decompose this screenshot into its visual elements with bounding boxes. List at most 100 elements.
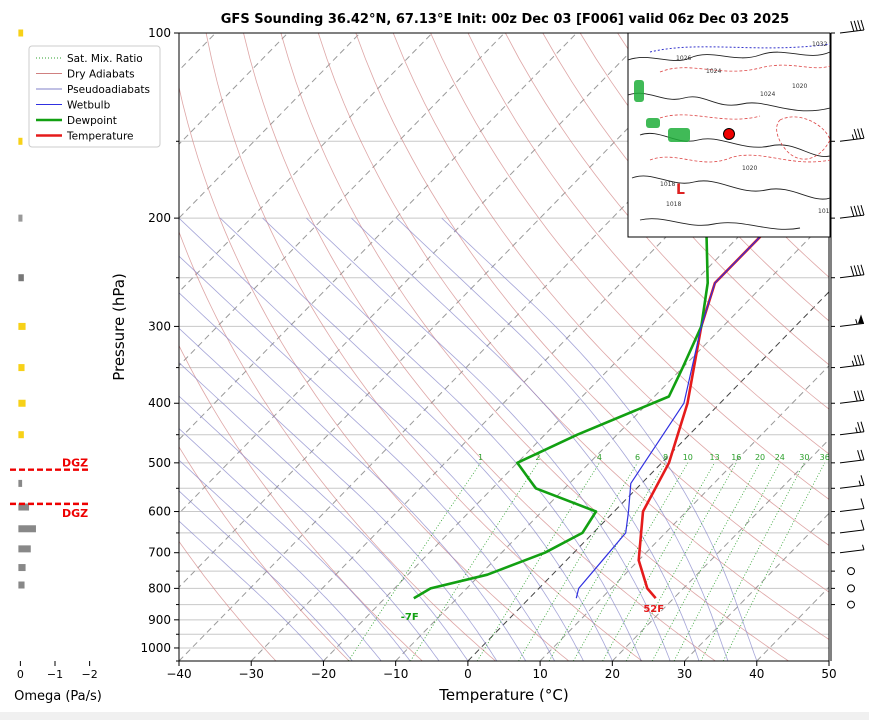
omega-bar: [18, 479, 23, 487]
pseudoadiabat-line: [179, 362, 469, 661]
wind-barb-staff: [839, 322, 865, 327]
calm-wind-circle: [847, 584, 855, 593]
inset-precip-area: [646, 118, 660, 128]
calm-wind-circle: [847, 567, 855, 576]
wind-barb-staff: [839, 484, 865, 489]
inset-isobar: [659, 64, 830, 73]
dry-adiabat-line: [205, 33, 643, 661]
pseudoadiabat-line: [179, 428, 411, 661]
wind-barb-staff: [839, 29, 865, 34]
x-tick-label: −20: [311, 667, 336, 681]
wind-barb-staff: [839, 431, 865, 436]
wind-barb-staff: [839, 459, 865, 464]
legend-label: Temperature: [66, 131, 134, 143]
mixing-ratio-label: 13: [710, 453, 720, 462]
dry-adiabat-line: [179, 446, 350, 661]
mixing-ratio-line: [476, 462, 600, 661]
mixing-ratio-label: 30: [799, 453, 809, 462]
wind-barb-full: [860, 204, 865, 216]
inset-coastline: [631, 175, 830, 200]
omega-axis-label: Omega (Pa/s): [14, 689, 102, 704]
omega-bar: [18, 274, 24, 282]
pseudoadiabat-line: [441, 217, 758, 661]
inset-pressure-label: 1018: [660, 181, 675, 188]
legend-label: Pseudoadiabats: [67, 84, 150, 96]
x-tick-label: 50: [821, 667, 836, 681]
wind-barb: [839, 314, 865, 327]
wind-barb-half: [855, 319, 858, 325]
dry-adiabat-line: [579, 33, 829, 322]
wind-barb: [839, 544, 865, 554]
mixing-ratio-label: 16: [731, 453, 741, 462]
wind-barb-full: [860, 390, 865, 401]
pseudoadiabat-line: [179, 395, 440, 661]
pseudoadiabat-line: [179, 255, 555, 661]
surface-dewpoint-label: -7F: [401, 612, 419, 623]
inset-coastline: [628, 92, 830, 112]
y-tick-label: 300: [148, 319, 171, 333]
isotherm-line: [179, 33, 578, 441]
mixing-ratio-label: 1: [478, 453, 483, 462]
pseudoadiabat-line: [306, 217, 671, 661]
inset-pressure-label: 1018: [818, 208, 833, 215]
omega-tick-label: −1: [47, 668, 63, 681]
legend-box: [28, 45, 161, 148]
mixing-ratio-line: [548, 462, 666, 661]
wind-barb-half: [851, 134, 855, 140]
isotherm-line: [179, 33, 361, 219]
wind-barb-full: [857, 205, 862, 216]
dry-adiabat-line: [842, 33, 869, 661]
inset-isobar: [776, 116, 830, 160]
x-tick-label: −30: [239, 667, 264, 681]
wind-barb-full: [860, 449, 865, 460]
chart-title: GFS Sounding 36.42°N, 67.13°E Init: 00z …: [221, 12, 789, 27]
mixing-ratio-line: [602, 462, 715, 661]
pseudoadiabat-line: [179, 327, 498, 661]
mixing-ratio-label: 8: [663, 453, 668, 462]
mixing-ratio-label: 4: [597, 453, 602, 462]
pseudoadiabat-line: [351, 217, 700, 661]
inset-pressure-label: 1032: [812, 41, 827, 48]
mixing-ratio-line: [348, 462, 481, 661]
wind-barb-full: [850, 21, 855, 32]
wind-barb-full: [857, 390, 862, 401]
dry-adiabat-line: [179, 540, 277, 661]
wind-barb-full: [853, 390, 858, 402]
pseudoadiabat-line: [179, 292, 527, 661]
wind-barb-half: [855, 427, 858, 433]
wind-barb-full: [853, 128, 858, 140]
wind-barb: [839, 519, 865, 534]
sounding-location-marker: [723, 128, 735, 140]
wind-barb-staff: [839, 399, 865, 404]
inset-map: 1026 1024 1024 1018 1018 1018 1018 1020 1020 1032…: [628, 41, 833, 230]
omega-bar: [18, 137, 23, 145]
bottom-band: [0, 712, 869, 720]
mixing-ratio-line: [625, 462, 737, 661]
mixing-ratio-line: [722, 462, 826, 661]
mixing-ratio-label: 6: [635, 453, 640, 462]
omega-bar: [18, 364, 25, 372]
y-tick-label: 200: [148, 211, 171, 225]
dry-adiabat-line: [467, 33, 829, 455]
mixing-ratio-label: 2: [535, 453, 540, 462]
dgz-label-top: DGZ: [62, 457, 88, 470]
wind-barb: [839, 421, 865, 436]
dry-adiabat-line: [355, 33, 829, 593]
legend-label: Dry Adiabats: [67, 69, 135, 81]
omega-bar: [18, 399, 26, 407]
legend-label: Dewpoint: [67, 115, 117, 127]
pseudoadiabat-line: [179, 217, 584, 661]
wind-barb-staff: [839, 214, 865, 219]
x-tick-label: 20: [605, 667, 620, 681]
inset-precip-area: [634, 80, 644, 102]
x-axis-label: Temperature (°C): [438, 686, 568, 704]
wind-barb: [839, 204, 865, 219]
inset-coastline: [639, 218, 801, 230]
isotherm-line: [179, 33, 505, 367]
pseudoadiabat-line: [179, 490, 353, 661]
dry-adiabat-line: [179, 344, 423, 661]
isotherm-line: [179, 33, 722, 588]
x-tick-label: 30: [677, 667, 692, 681]
legend-label: Wetbulb: [67, 100, 111, 112]
